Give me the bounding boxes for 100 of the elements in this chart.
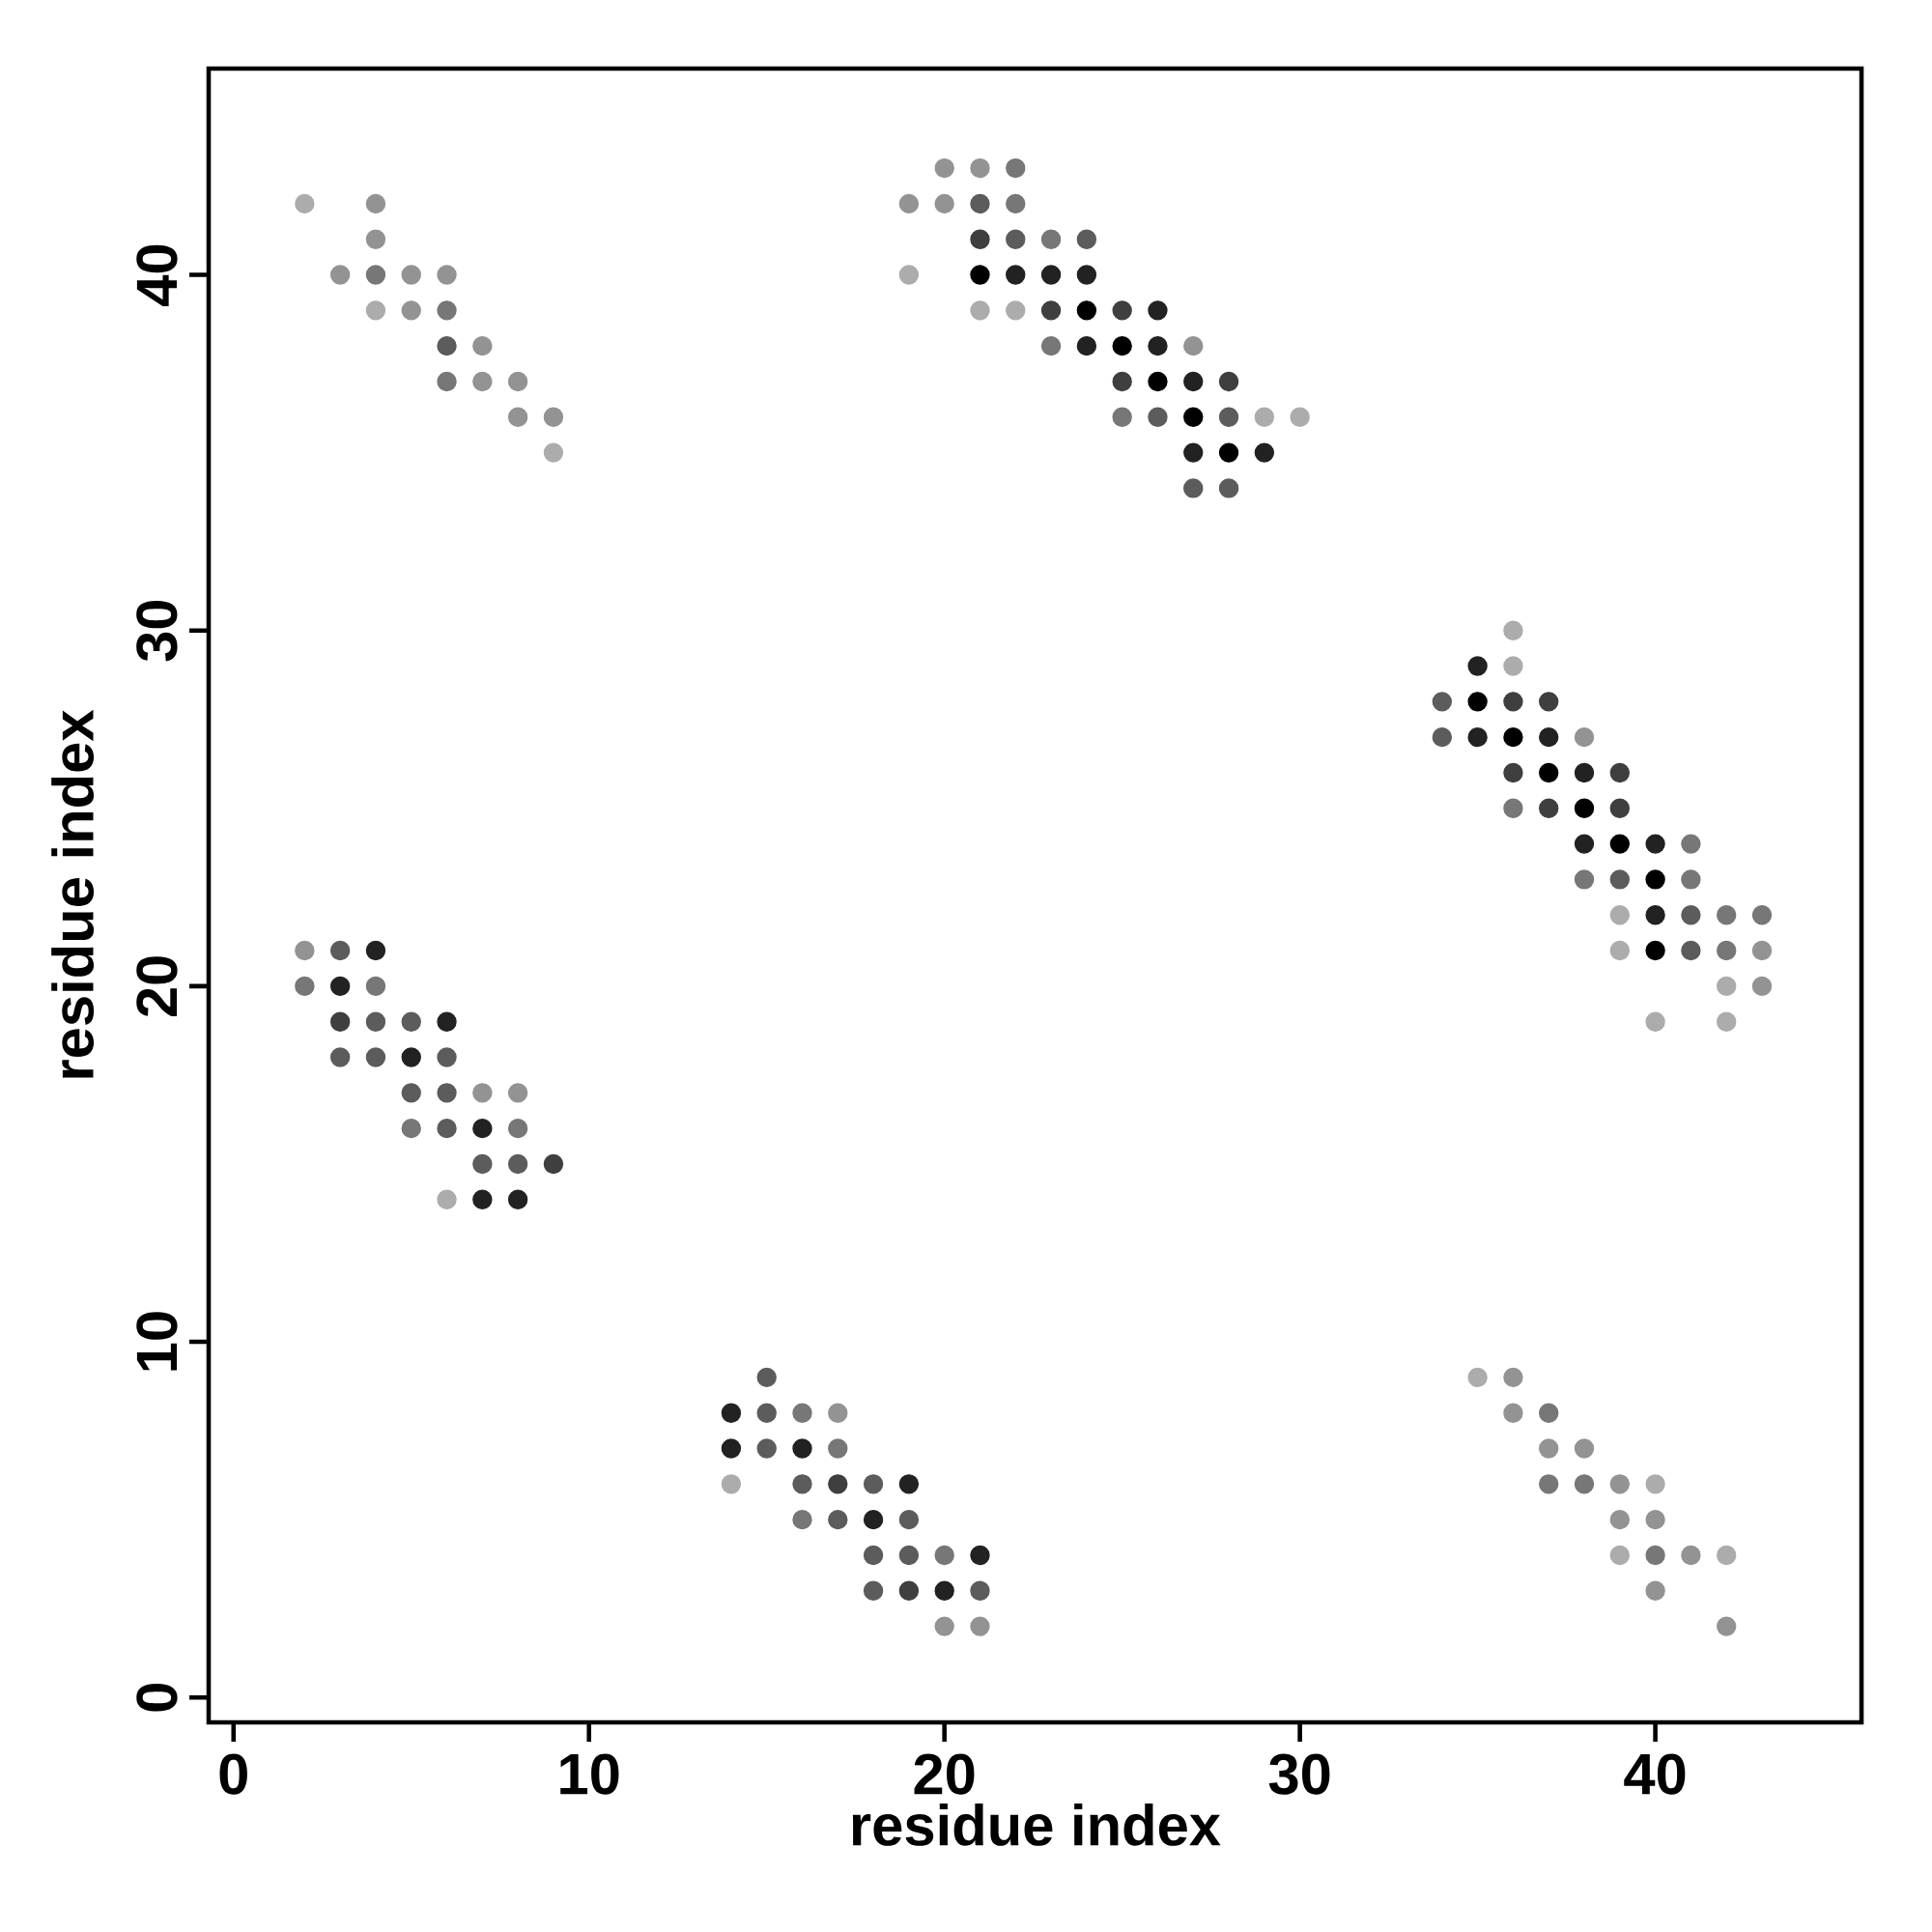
point [970,1580,990,1601]
point [1503,798,1523,818]
point [863,1509,884,1530]
x-tick-label: 20 [914,1753,975,1795]
point [329,1047,351,1067]
point [437,300,457,321]
point [792,1509,812,1530]
point [365,976,386,997]
point [1467,656,1488,676]
point [828,1474,848,1494]
point [437,1011,457,1032]
point [401,265,421,285]
point [1076,300,1097,321]
point [472,1153,493,1175]
point [828,1438,848,1459]
point [1467,726,1488,748]
point [1112,407,1132,427]
point [1539,1474,1559,1494]
x-axis-title: residue index [852,1803,1221,1846]
point [295,193,315,214]
point [1645,1545,1665,1566]
y-tick-label: 30 [136,600,178,662]
point [365,229,386,249]
point [756,1367,777,1388]
point [1503,1367,1523,1388]
point [756,1403,777,1423]
point [934,1580,954,1601]
point [507,371,528,392]
point [898,1509,920,1530]
point [365,193,386,214]
y-tick-label: 10 [136,1312,178,1371]
point [1645,1580,1665,1601]
point [1076,229,1097,249]
point [1574,834,1595,854]
point [1645,905,1665,925]
point [1254,407,1275,427]
point [1183,335,1204,356]
point [1717,1616,1737,1636]
point [828,1403,848,1423]
point [507,1153,528,1175]
point [934,157,954,179]
point [898,193,920,214]
point [1645,1011,1665,1032]
point [507,407,528,427]
point [1609,869,1630,890]
point [401,300,421,321]
point [329,976,351,997]
point [1112,371,1132,392]
point [1040,335,1062,356]
point [401,1118,421,1139]
point [1681,869,1701,890]
point [898,265,920,285]
point [1503,1403,1523,1423]
point [437,265,457,285]
point [898,1580,920,1601]
point [1006,229,1026,249]
point [1681,834,1701,854]
point [1574,1474,1595,1494]
point [970,300,990,321]
point [1076,335,1097,356]
point [365,1011,386,1032]
point [1609,762,1630,783]
point [1539,798,1559,818]
point [365,940,386,961]
point [1006,193,1026,214]
point [970,1616,990,1636]
x-tick-label: 30 [1268,1753,1330,1795]
y-axis-title: residue index [51,709,95,1078]
point [472,371,493,392]
point [1076,265,1097,285]
point [756,1438,777,1459]
point [1681,1545,1701,1566]
point [1751,940,1773,961]
point [401,1047,421,1067]
point [507,1189,528,1209]
point [1539,762,1559,783]
point [472,1118,493,1139]
point [329,265,351,285]
point [1183,371,1204,392]
point [1751,976,1773,997]
point [1717,905,1737,925]
point [1539,1438,1559,1459]
point [1432,726,1453,748]
point [721,1438,742,1459]
point [1574,762,1595,783]
point [863,1580,884,1601]
point [1574,869,1595,890]
point [970,265,990,285]
point [1717,976,1737,997]
point [970,157,990,179]
y-tick-label: 40 [136,244,178,306]
point [1574,726,1595,748]
point [1717,1545,1737,1566]
point [1503,762,1523,783]
point [1539,726,1559,748]
point [970,193,990,214]
point [721,1474,742,1494]
point [1218,371,1239,392]
point [1006,300,1026,321]
point [934,1545,954,1566]
